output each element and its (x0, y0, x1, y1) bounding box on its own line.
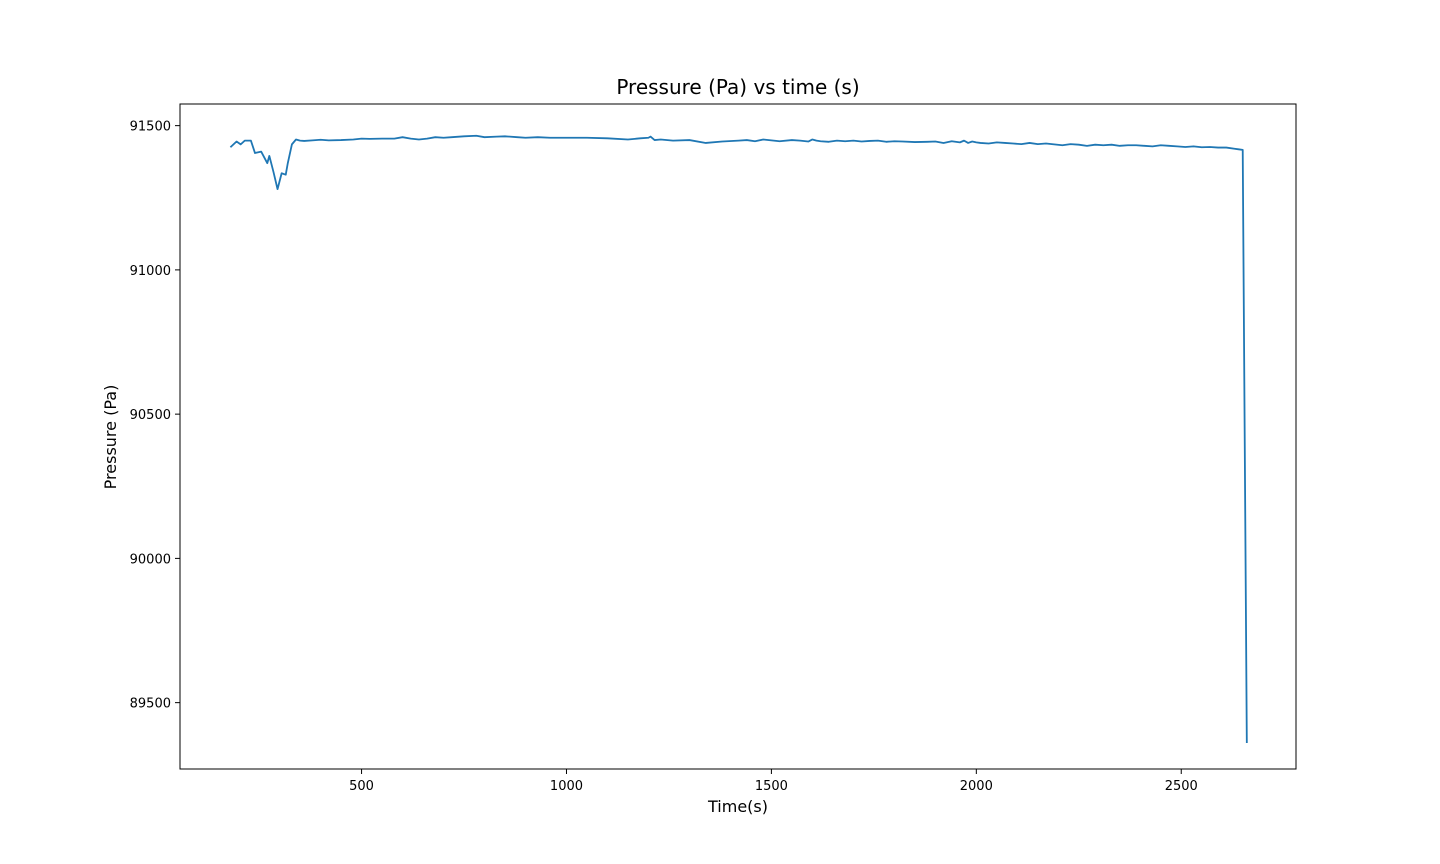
x-tick-label: 2000 (960, 779, 993, 794)
x-axis: 500 1000 1500 2000 2500 (349, 769, 1198, 794)
x-tick-label: 2500 (1165, 779, 1198, 794)
plot-area (179, 103, 1297, 770)
x-tick-label: 1000 (550, 779, 583, 794)
series-line (229, 134, 1248, 744)
y-axis: 89500 90000 90500 91000 91500 (130, 120, 180, 712)
y-axis-title: Pressure (Pa) (101, 385, 120, 490)
x-tick-label: 500 (349, 779, 374, 794)
x-axis-title: Time(s) (707, 797, 768, 816)
y-tick-label: 91500 (130, 120, 171, 135)
y-tick-label: 89500 (130, 697, 171, 712)
x-tick-label: 1500 (755, 779, 788, 794)
plot-frame (179, 103, 1297, 770)
chart-title: Pressure (Pa) vs time (s) (616, 75, 859, 99)
y-tick-label: 90500 (130, 408, 171, 423)
y-tick-label: 90000 (130, 552, 171, 567)
y-tick-label: 91000 (130, 264, 171, 279)
